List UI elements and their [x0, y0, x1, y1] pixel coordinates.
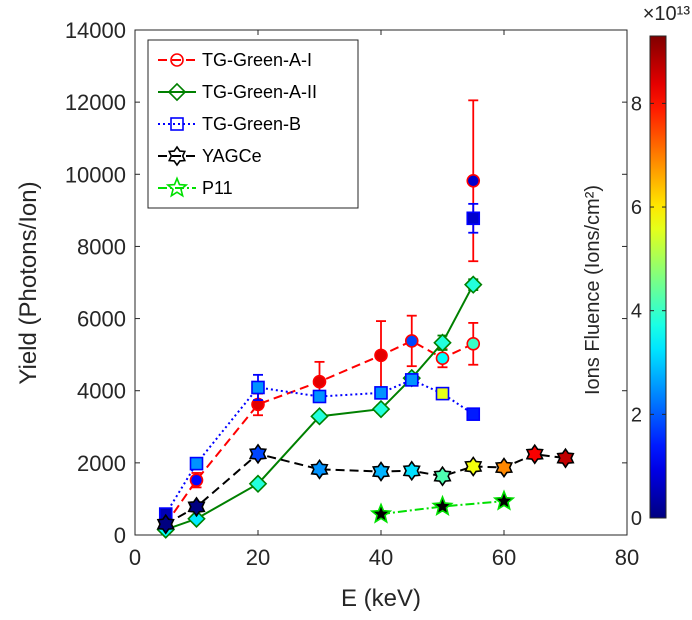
data-point: [466, 337, 481, 351]
legend-marker: [168, 145, 186, 167]
data-point: [466, 173, 481, 188]
y-axis-label: Yield (Photons/Ion): [15, 181, 42, 384]
series-line: [164, 378, 474, 515]
data-point: [556, 447, 575, 469]
data-point: [466, 211, 481, 226]
colorbar-tick-label: 4: [631, 301, 642, 323]
data-point: [464, 456, 483, 477]
data-point: [310, 458, 329, 480]
data-point: [310, 407, 329, 426]
data-point: [464, 275, 483, 294]
data-point: [435, 351, 450, 366]
legend-label: YAGCe: [202, 146, 262, 166]
y-tick-label: 6000: [77, 307, 126, 332]
legend-marker: [170, 117, 184, 131]
colorbar-tick-label: 0: [631, 508, 642, 530]
data-point: [435, 386, 450, 401]
data-point: [248, 474, 268, 494]
legend-item: TG-Green-B: [158, 114, 301, 134]
data-point: [431, 494, 454, 517]
legend-marker: [165, 176, 189, 198]
legend-marker: [170, 53, 184, 67]
data-point: [404, 373, 419, 387]
data-point: [433, 333, 452, 352]
data-point: [525, 443, 544, 465]
data-point: [374, 386, 388, 400]
data-point: [187, 496, 206, 518]
axes: 0 20 40 60 800200040006000800010000120001400…: [65, 18, 639, 570]
colorbar-tick-label: 8: [631, 93, 642, 115]
data-point: [371, 399, 391, 419]
data-point: [189, 473, 204, 487]
y-tick-label: 12000: [65, 90, 126, 115]
y-tick-label: 2000: [77, 451, 126, 476]
legend-label: P11: [202, 178, 233, 198]
legend-item: TG-Green-A-II: [158, 82, 317, 102]
series-layer: [156, 99, 575, 539]
colorbar-tick-label: 2: [631, 404, 642, 426]
x-tick-label: 80: [615, 545, 639, 570]
x-tick-label: 60: [492, 545, 516, 570]
legend-marker: [167, 82, 187, 102]
x-axis-label: E (keV): [341, 585, 421, 612]
series-tg-green-b: [158, 202, 481, 521]
x-tick-label: 40: [369, 545, 393, 570]
data-point: [466, 407, 481, 421]
data-point: [312, 374, 327, 389]
colorbar: 0 2 4 6 8 ×10¹³ Ions Fluence (Ions/cm²): [582, 3, 690, 530]
colorbar-multiplier: ×10¹³: [643, 3, 691, 25]
data-point: [189, 456, 204, 471]
series-line: [165, 284, 475, 531]
series-yagce: [156, 443, 575, 535]
colorbar-tick-label: 6: [631, 197, 642, 219]
y-tick-label: 0: [114, 523, 126, 548]
legend-item: TG-Green-A-I: [158, 50, 312, 70]
legend-item: YAGCe: [158, 145, 262, 167]
y-tick-label: 14000: [65, 18, 126, 43]
data-point: [156, 513, 175, 535]
x-tick-label: 0: [129, 545, 141, 570]
data-point: [249, 443, 267, 465]
data-point: [433, 465, 452, 487]
colorbar-label: Ions Fluence (Ions/cm²): [582, 185, 604, 395]
data-point: [492, 489, 516, 511]
legend-label: TG-Green-B: [202, 114, 301, 134]
data-point: [372, 461, 390, 482]
y-tick-label: 4000: [77, 379, 126, 404]
legend-label: TG-Green-A-II: [202, 82, 317, 102]
colorbar-gradient: [649, 35, 667, 519]
data-point: [495, 457, 513, 478]
legend: TG-Green-A-I TG-Green-A-II TG-Green-B YAGCe…: [147, 39, 359, 209]
series-line: [380, 500, 505, 516]
data-point: [187, 509, 206, 528]
data-point: [402, 460, 421, 482]
data-point: [369, 502, 393, 524]
series-p11: [369, 489, 516, 524]
data-point: [312, 389, 327, 404]
y-tick-label: 8000: [77, 234, 126, 259]
x-tick-label: 20: [246, 545, 270, 570]
data-point: [404, 334, 419, 348]
legend-item: P11: [158, 176, 233, 198]
data-point: [374, 348, 388, 363]
legend-label: TG-Green-A-I: [202, 50, 312, 70]
data-point: [251, 380, 265, 395]
y-tick-label: 10000: [65, 162, 126, 187]
